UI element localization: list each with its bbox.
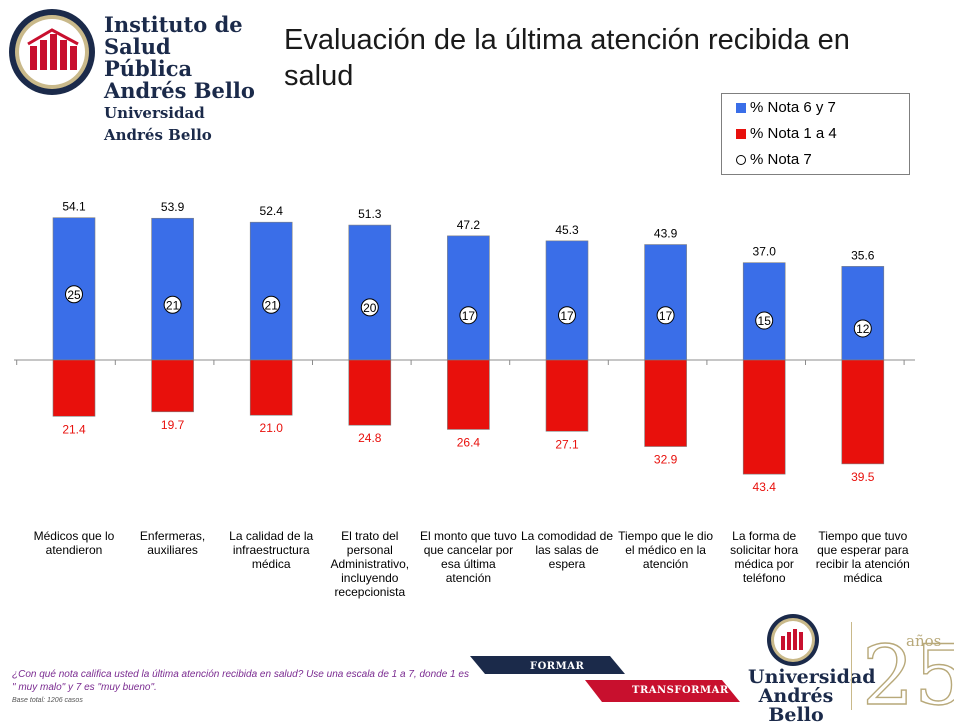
marker-nota-7 [558,306,576,325]
institute-logo: Instituto de Salud Pública Andrés Bello … [6,6,266,144]
marker-nota-7 [360,298,379,317]
bar-positive [644,244,687,361]
bar-positive [841,266,885,361]
category-labels: Médicos que lo atendieron Enfermeras, aux… [0,529,960,609]
legend-label: % Nota 6 y 7 [750,99,836,116]
data-label-negative: 19.7 [161,418,185,432]
footer-divider [851,622,852,710]
category-label: La forma de solicitar hora médica por te… [730,529,799,585]
data-label-negative: 32.9 [654,453,678,467]
legend-swatch-blue [736,103,746,113]
ribbon-formar: FORMAR [530,661,585,672]
bar-negative [52,359,96,417]
bar-positive [742,262,786,361]
ribbon-transformar: TRANSFORMAR [632,685,729,696]
marker-nota-7 [262,295,281,314]
marker-nota-7 [163,295,182,314]
data-label-positive: 43.9 [654,227,678,241]
anniversary-word: años [906,632,942,650]
data-label-negative: 21.0 [260,421,284,435]
legend-label: % Nota 1 a 4 [750,125,837,142]
data-label-nota-7: 17 [560,309,574,323]
bar-positive [348,224,392,361]
category-label: Enfermeras, auxiliares [139,529,206,557]
data-label-nota-7: 12 [856,322,870,336]
bar-positive [249,221,293,361]
marker-nota-7 [853,319,872,338]
data-label-nota-7: 15 [758,314,772,328]
data-label-negative: 39.5 [851,470,875,484]
data-label-positive: 53.9 [161,200,185,214]
marker-nota-7 [656,306,675,325]
data-label-negative: 27.1 [555,437,579,451]
logo-line-1: Instituto de [104,12,243,37]
chart-legend: % Nota 6 y 7 % Nota 1 a 4 % Nota 7 [721,93,910,175]
category-label: El trato del personal Administrativo, in… [330,529,410,599]
category-label: Tiempo que le dio el médico en la atenci… [618,529,714,571]
category-label: El monto que tuvo que cancelar por esa ú… [420,529,517,585]
legend-swatch-circle [736,155,746,165]
category-label: La comodidad de las salas de espera [520,529,614,571]
logo-line-2: Salud Pública [104,34,193,81]
bar-positive [447,235,490,361]
bar-negative [447,359,490,430]
bar-negative [644,359,687,447]
marker-nota-7 [65,285,83,304]
legend-label: % Nota 7 [750,151,812,168]
logo-line-3: Andrés Bello [104,78,255,103]
data-label-nota-7: 17 [659,309,673,323]
data-label-positive: 54.1 [62,200,86,214]
university-name: Universidad Andrés Bello [748,666,876,726]
chart-title: Evaluación de la última atención recibid… [284,24,850,92]
bar-negative [742,359,786,475]
logo-line-4: Universidad Andrés Bello [104,104,212,144]
data-label-positive: 47.2 [457,218,481,232]
data-label-nota-7: 21 [265,298,279,312]
legend-swatch-red [736,129,746,139]
data-label-positive: 51.3 [358,207,382,221]
data-label-nota-7: 25 [67,288,81,302]
data-label-negative: 26.4 [457,435,481,449]
institute-name: Instituto de Salud Pública Andrés Bello … [104,14,266,146]
bar-negative [348,359,392,426]
survey-question: ¿Con qué nota califica usted la última a… [12,669,469,693]
base-note: Base total: 1206 casos [12,697,83,704]
data-label-positive: 45.3 [555,223,579,237]
data-label-nota-7: 21 [166,298,180,312]
institute-seal-icon [9,9,95,95]
data-label-positive: 52.4 [260,204,284,218]
data-label-positive: 37.0 [753,245,777,259]
bar-negative [841,359,885,465]
bar-negative [249,359,293,416]
bar-positive [151,217,194,361]
data-label-nota-7: 20 [363,301,377,315]
ribbon-graphic [470,656,740,702]
category-label: La calidad de la infraestructura médica [229,529,314,571]
bar-positive [545,240,589,361]
data-label-negative: 43.4 [753,480,777,494]
marker-nota-7 [755,311,774,330]
data-label-negative: 21.4 [62,422,86,436]
university-seal-icon [767,614,819,666]
bar-negative [151,359,194,413]
marker-nota-7 [459,306,478,325]
data-label-nota-7: 17 [462,309,476,323]
category-label: Tiempo que tuvo que esperar para recibir… [815,529,910,585]
data-label-negative: 24.8 [358,431,382,445]
anniversary-logo-icon: 25 [861,628,954,714]
svg-text:25: 25 [862,629,954,714]
data-label-positive: 35.6 [851,248,875,262]
bar-negative [545,359,589,432]
category-label: Médicos que lo atendieron [33,529,115,557]
